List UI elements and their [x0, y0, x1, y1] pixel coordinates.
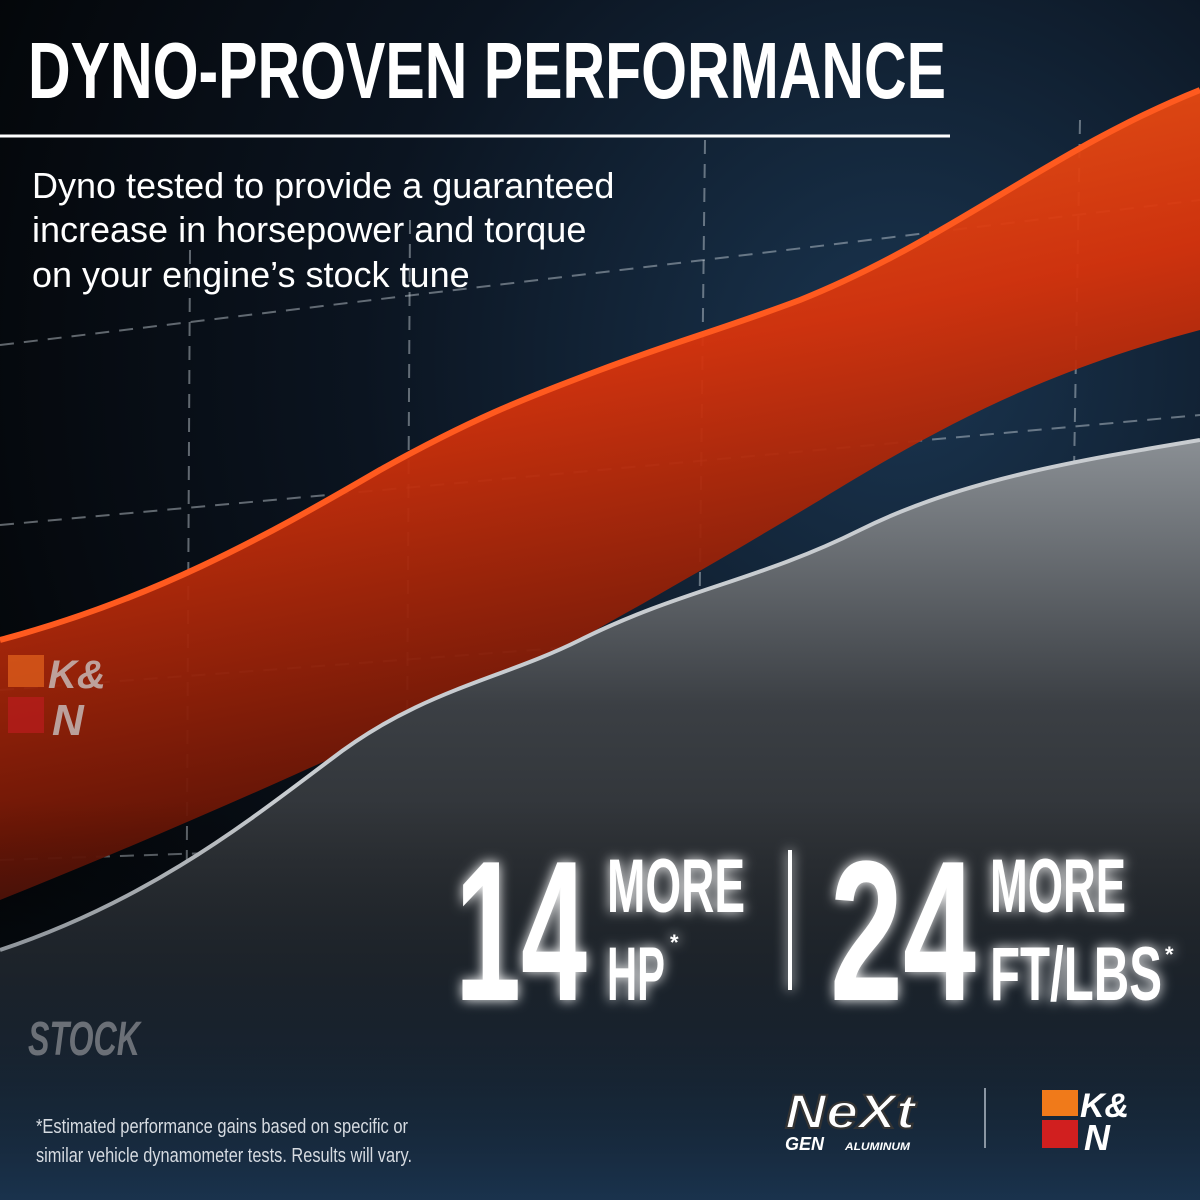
- tuned-curve-edge: [0, 87, 1200, 643]
- logo-text: NeXt: [785, 1086, 917, 1139]
- subtitle-line: Dyno tested to provide a guaranteed: [32, 165, 614, 206]
- title: DYNO-PROVEN PERFORMANCE: [28, 26, 946, 115]
- stat-number: 24: [830, 820, 976, 1043]
- stat-word: MORE: [607, 844, 745, 929]
- stat-mark: *: [670, 930, 679, 955]
- logo-block: [8, 655, 44, 687]
- logo-text: N: [52, 696, 85, 745]
- logo-text: K&: [48, 653, 106, 697]
- stats: 14 MORE HP * 24 MORE FT/LBS *: [455, 820, 1174, 1043]
- bottom-shade: [0, 800, 1200, 1200]
- footnote-line: similar vehicle dynamometer tests. Resul…: [36, 1145, 412, 1167]
- footnote-line: *Estimated performance gains based on sp…: [36, 1116, 408, 1138]
- logo-text: GEN: [785, 1134, 825, 1154]
- stat-unit: HP: [607, 932, 665, 1017]
- stock-label: STOCK: [28, 1013, 142, 1066]
- stat-word: MORE: [990, 844, 1126, 929]
- logo-text: K&: [1080, 1087, 1129, 1125]
- chart-brand: K& N: [8, 653, 106, 745]
- next-gen-logo: NeXt GEN ALUMINUM: [784, 1085, 918, 1154]
- logo-block: [1042, 1120, 1078, 1148]
- subtitle-line: on your engine’s stock tune: [32, 254, 470, 295]
- subtitle-line: increase in horsepower and torque: [32, 209, 586, 250]
- logo-block: [1042, 1090, 1078, 1116]
- subtitle: Dyno tested to provide a guaranteed incr…: [32, 165, 614, 295]
- logo-block: [8, 697, 44, 733]
- stat-unit: FT/LBS: [990, 932, 1162, 1017]
- tuned-curve: [0, 90, 1200, 900]
- footnote: *Estimated performance gains based on sp…: [36, 1116, 412, 1167]
- brand-logo: K& N: [1042, 1087, 1129, 1158]
- stat-mark: *: [1165, 942, 1174, 967]
- logo-text: N: [1084, 1117, 1111, 1158]
- stat-number: 14: [455, 820, 587, 1043]
- logo-text: ALUMINUM: [844, 1141, 911, 1153]
